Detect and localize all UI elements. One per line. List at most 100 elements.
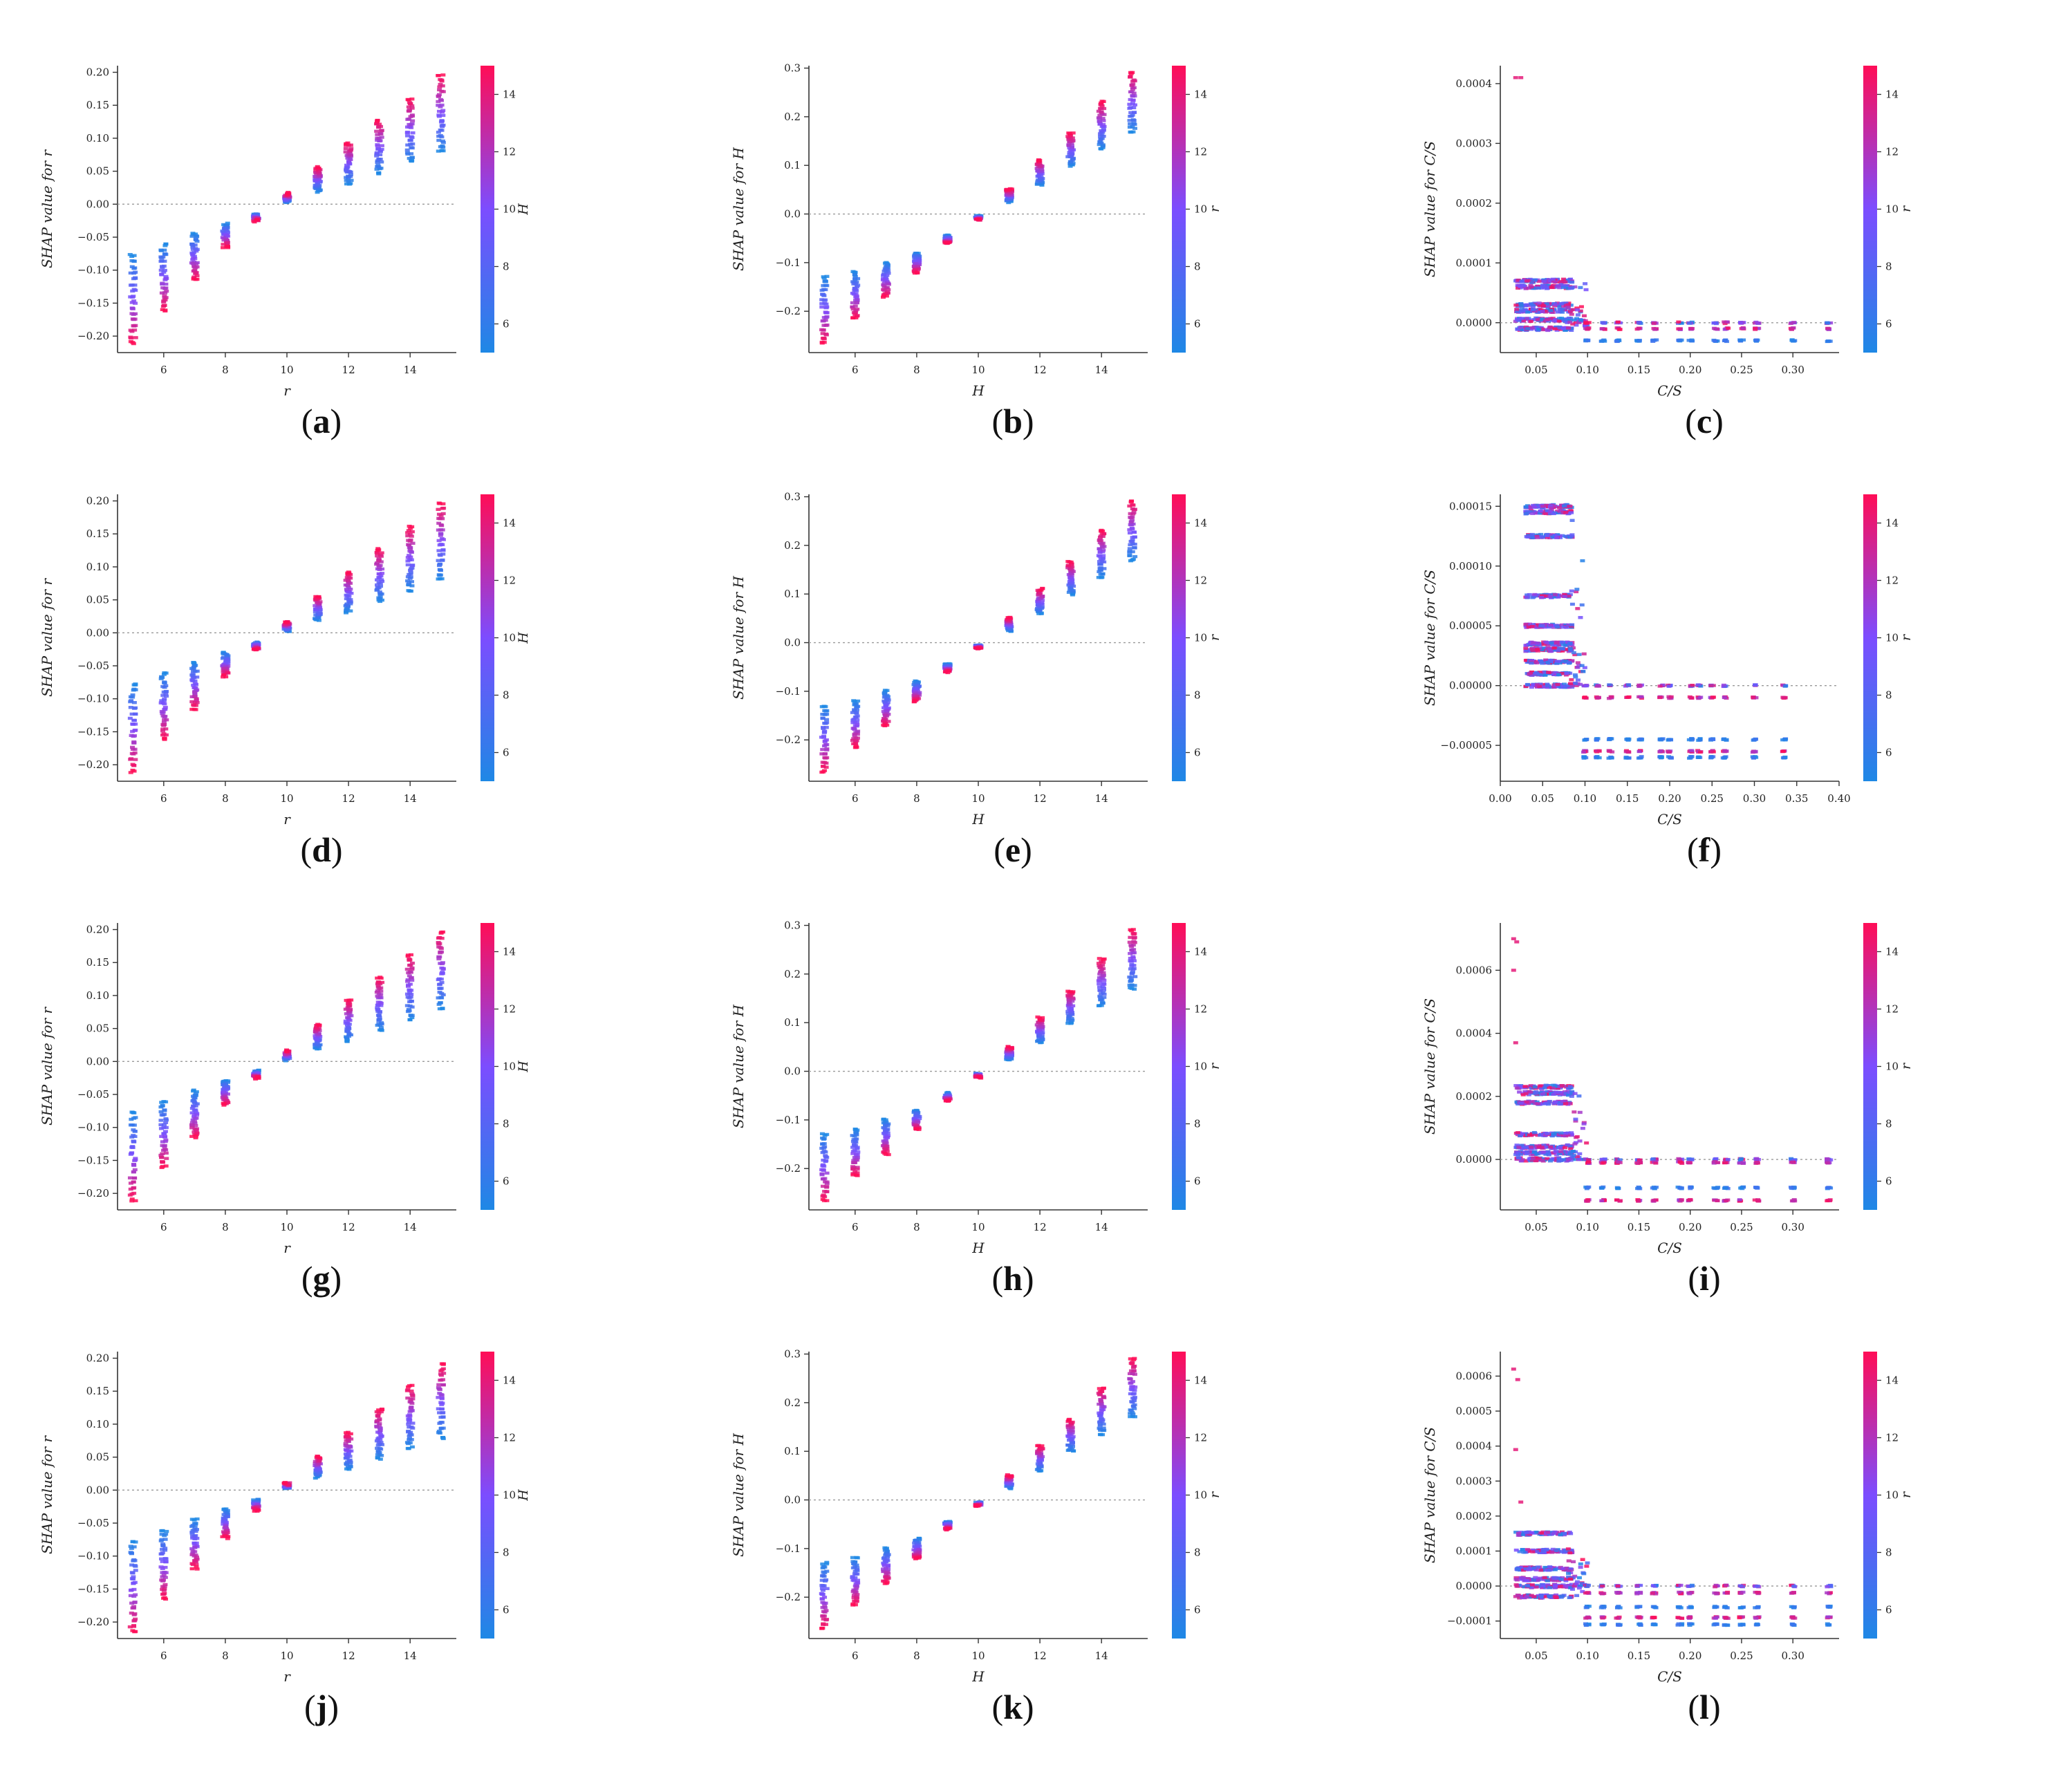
data-point bbox=[854, 296, 859, 299]
colorbar-label: r bbox=[1207, 1062, 1222, 1070]
data-point bbox=[1594, 756, 1599, 760]
data-point bbox=[1541, 279, 1547, 283]
colorbar-tick-label: 10 bbox=[1194, 1061, 1207, 1073]
data-point bbox=[131, 764, 137, 767]
data-point bbox=[824, 274, 830, 279]
data-point bbox=[436, 95, 442, 98]
y-tick-label: −0.10 bbox=[77, 1121, 109, 1134]
y-tick-label: −0.05 bbox=[77, 231, 109, 243]
y-tick-label: −0.10 bbox=[77, 693, 109, 705]
data-point bbox=[819, 298, 825, 301]
data-point bbox=[885, 700, 891, 704]
data-point bbox=[852, 703, 857, 707]
x-tick-label: 0.15 bbox=[1616, 792, 1639, 805]
colorbar-tick-label: 6 bbox=[503, 318, 510, 330]
data-point bbox=[343, 147, 348, 151]
data-point bbox=[408, 555, 413, 559]
data-point bbox=[1523, 684, 1529, 689]
data-point bbox=[883, 275, 888, 279]
data-point bbox=[1529, 280, 1535, 284]
data-point bbox=[1530, 536, 1536, 540]
data-point bbox=[1688, 326, 1693, 330]
data-point bbox=[1549, 685, 1554, 689]
data-point bbox=[853, 316, 859, 319]
data-point bbox=[1659, 756, 1664, 759]
data-point bbox=[1569, 659, 1575, 662]
data-point bbox=[823, 333, 829, 337]
data-point bbox=[221, 670, 226, 673]
data-point bbox=[132, 1159, 138, 1162]
data-point bbox=[405, 534, 411, 538]
data-point bbox=[884, 1136, 890, 1139]
data-point bbox=[132, 747, 138, 751]
data-point bbox=[193, 1135, 198, 1138]
x-tick-label: 12 bbox=[342, 364, 355, 376]
data-point bbox=[380, 579, 385, 584]
data-point bbox=[1567, 659, 1572, 662]
data-point bbox=[193, 1104, 198, 1108]
data-point bbox=[1132, 127, 1137, 130]
data-point bbox=[1128, 516, 1133, 519]
data-point bbox=[824, 1155, 830, 1159]
data-point bbox=[1569, 281, 1575, 284]
data-point bbox=[440, 144, 445, 148]
data-point bbox=[820, 1184, 826, 1188]
data-point bbox=[1035, 588, 1041, 592]
colorbar-tick-label: 12 bbox=[1194, 1003, 1207, 1016]
data-point bbox=[1098, 106, 1103, 110]
y-tick-label: 0.15 bbox=[86, 528, 109, 540]
colorbar-label: r bbox=[1207, 205, 1222, 212]
data-point bbox=[882, 281, 887, 286]
data-point bbox=[346, 1032, 352, 1036]
data-point bbox=[131, 267, 137, 270]
data-point bbox=[132, 1130, 138, 1133]
data-point bbox=[1132, 507, 1137, 511]
data-point bbox=[1607, 749, 1612, 752]
data-point bbox=[1567, 592, 1573, 597]
data-point bbox=[1582, 738, 1587, 742]
data-point bbox=[375, 1014, 381, 1017]
data-point bbox=[160, 711, 165, 716]
data-point bbox=[406, 98, 411, 102]
data-point bbox=[824, 1171, 830, 1175]
data-point bbox=[436, 982, 442, 987]
data-point bbox=[409, 1005, 415, 1009]
data-point bbox=[1636, 756, 1641, 760]
data-point bbox=[1564, 648, 1569, 651]
data-point bbox=[158, 249, 164, 252]
data-point bbox=[1519, 317, 1524, 320]
data-point bbox=[1069, 144, 1074, 147]
data-point bbox=[1556, 673, 1562, 677]
data-point bbox=[192, 1108, 197, 1112]
data-point bbox=[1101, 532, 1107, 536]
data-point bbox=[855, 301, 860, 305]
data-point bbox=[348, 147, 354, 150]
x-tick-label: 0.15 bbox=[1628, 364, 1650, 376]
data-point bbox=[377, 153, 383, 157]
data-point bbox=[913, 1127, 919, 1130]
data-point bbox=[162, 296, 167, 299]
data-point bbox=[1551, 648, 1557, 652]
data-point bbox=[1583, 282, 1588, 286]
data-point bbox=[375, 138, 380, 142]
data-point bbox=[128, 336, 133, 340]
data-point bbox=[374, 122, 380, 126]
data-point bbox=[881, 1139, 886, 1143]
data-point bbox=[348, 174, 353, 178]
data-point bbox=[346, 1000, 352, 1004]
data-point bbox=[158, 1110, 164, 1114]
data-point bbox=[1780, 756, 1786, 760]
data-point bbox=[133, 270, 138, 274]
data-point bbox=[1535, 643, 1540, 647]
data-point bbox=[313, 168, 319, 171]
data-point bbox=[855, 718, 860, 722]
data-point bbox=[885, 695, 891, 698]
data-point bbox=[162, 680, 167, 684]
data-point bbox=[404, 967, 410, 971]
data-point bbox=[223, 229, 229, 232]
data-point bbox=[409, 106, 415, 110]
data-point bbox=[1574, 684, 1579, 687]
data-point bbox=[163, 282, 169, 286]
data-point bbox=[1130, 80, 1136, 83]
data-point bbox=[131, 254, 137, 257]
